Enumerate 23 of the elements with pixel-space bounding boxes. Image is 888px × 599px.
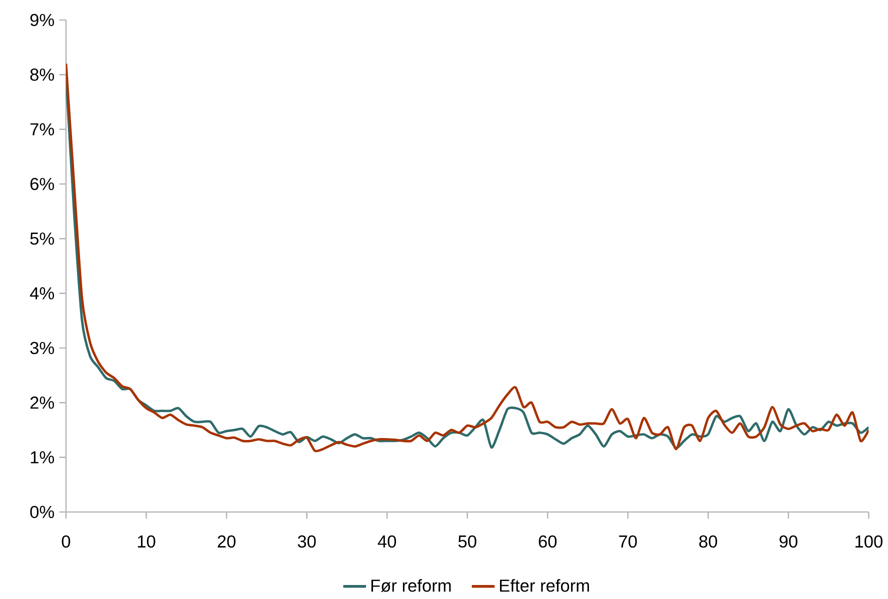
y-tick-label: 7%	[30, 123, 54, 136]
x-tick-label: 20	[218, 535, 236, 548]
x-tick-label: 30	[298, 535, 316, 548]
y-tick-label: 0%	[30, 506, 54, 518]
y-tick-label: 9%	[30, 14, 54, 26]
x-tick-label: 0	[62, 535, 70, 548]
x-tick-label: 70	[619, 535, 637, 548]
x-tick-label: 60	[538, 535, 557, 548]
x-tick-label: 50	[458, 535, 476, 548]
y-tick-label: 2%	[30, 396, 54, 409]
y-tick-label: 3%	[30, 342, 54, 354]
y-tick-label: 5%	[30, 232, 54, 245]
x-tick-label: 100	[856, 535, 882, 548]
y-tick-label: 6%	[30, 178, 54, 190]
x-tick-label: 90	[780, 535, 798, 548]
y-tick-label: 4%	[30, 287, 54, 300]
x-tick-label: 10	[138, 535, 156, 548]
legend-label: Efter reform	[500, 579, 589, 592]
y-tick-label: 8%	[30, 68, 54, 81]
x-tick-label: 80	[699, 535, 718, 548]
x-tick-label: 40	[378, 535, 396, 548]
y-tick-label: 1%	[30, 451, 54, 464]
legend-label: Før reform	[371, 579, 451, 592]
